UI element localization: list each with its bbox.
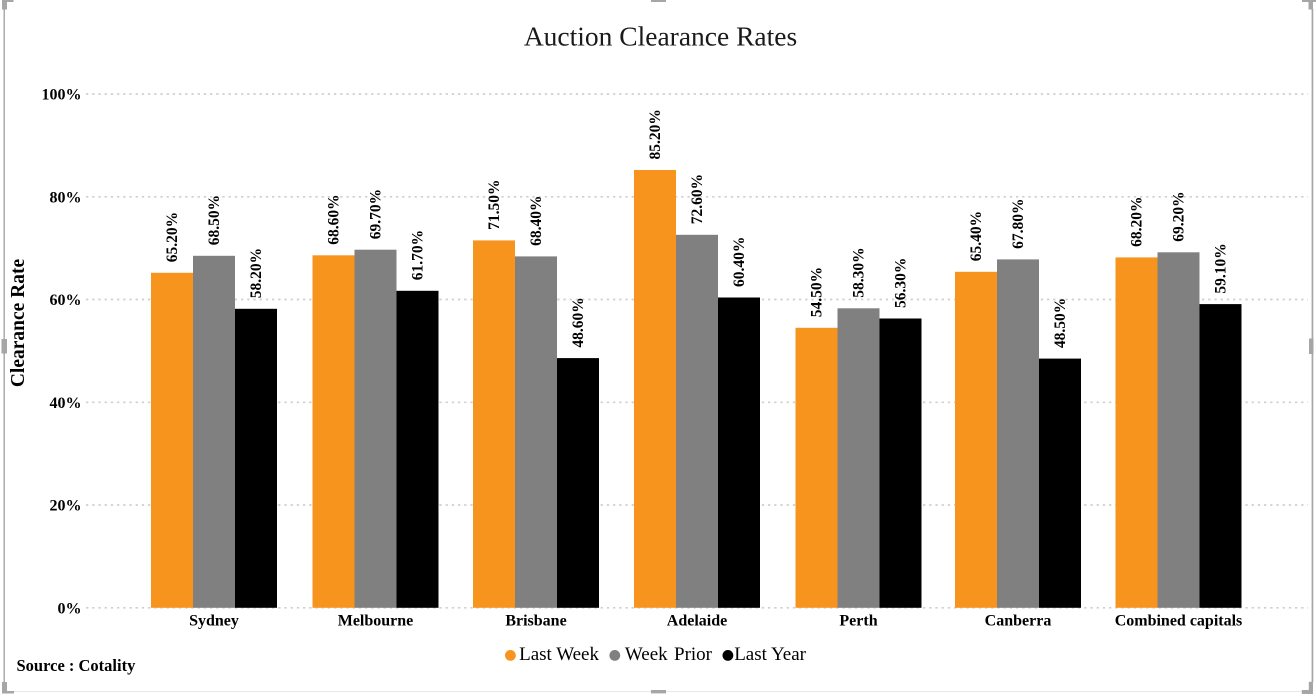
svg-text:Brisbane: Brisbane	[505, 612, 566, 629]
svg-text:Perth: Perth	[839, 612, 877, 629]
svg-text:67.80%: 67.80%	[1010, 199, 1027, 249]
svg-text:0%: 0%	[58, 600, 82, 617]
svg-text:85.20%: 85.20%	[647, 109, 664, 159]
svg-text:54.50%: 54.50%	[809, 267, 826, 317]
svg-text:72.60%: 72.60%	[689, 174, 706, 224]
svg-text:Auction Clearance Rates: Auction Clearance Rates	[524, 21, 797, 52]
svg-text:60.40%: 60.40%	[731, 237, 748, 287]
svg-text:40%: 40%	[50, 395, 82, 412]
svg-text:69.70%: 69.70%	[368, 189, 385, 239]
svg-text:Week Prior: Week Prior	[625, 644, 713, 665]
svg-text:68.40%: 68.40%	[528, 196, 545, 246]
svg-text:Canberra: Canberra	[985, 612, 1052, 629]
svg-text:Last Week: Last Week	[519, 644, 599, 665]
svg-text:60%: 60%	[50, 292, 82, 309]
svg-text:58.20%: 58.20%	[248, 248, 265, 298]
svg-text:20%: 20%	[50, 498, 82, 515]
svg-text:68.60%: 68.60%	[326, 194, 343, 244]
svg-text:Adelaide: Adelaide	[667, 612, 727, 629]
svg-text:65.20%: 65.20%	[164, 212, 181, 262]
svg-text:69.20%: 69.20%	[1171, 191, 1188, 241]
svg-text:Combined capitals: Combined capitals	[1115, 612, 1243, 629]
svg-text:56.30%: 56.30%	[893, 258, 910, 308]
svg-text:65.40%: 65.40%	[968, 211, 985, 261]
svg-text:Last Year: Last Year	[734, 644, 806, 665]
svg-text:68.20%: 68.20%	[1129, 197, 1146, 247]
svg-text:100%: 100%	[42, 87, 82, 104]
svg-text:Melbourne: Melbourne	[338, 612, 414, 629]
svg-text:Source : Cotality: Source : Cotality	[17, 656, 137, 675]
svg-text:80%: 80%	[50, 189, 82, 206]
svg-text:Sydney: Sydney	[189, 612, 239, 629]
svg-text:71.50%: 71.50%	[486, 180, 503, 230]
svg-text:48.60%: 48.60%	[570, 297, 587, 347]
svg-text:Clearance Rate: Clearance Rate	[8, 258, 29, 387]
svg-text:61.70%: 61.70%	[410, 230, 427, 280]
svg-text:58.30%: 58.30%	[851, 247, 868, 297]
svg-text:59.10%: 59.10%	[1213, 243, 1230, 293]
svg-text:68.50%: 68.50%	[206, 195, 223, 245]
svg-text:48.50%: 48.50%	[1052, 298, 1069, 348]
